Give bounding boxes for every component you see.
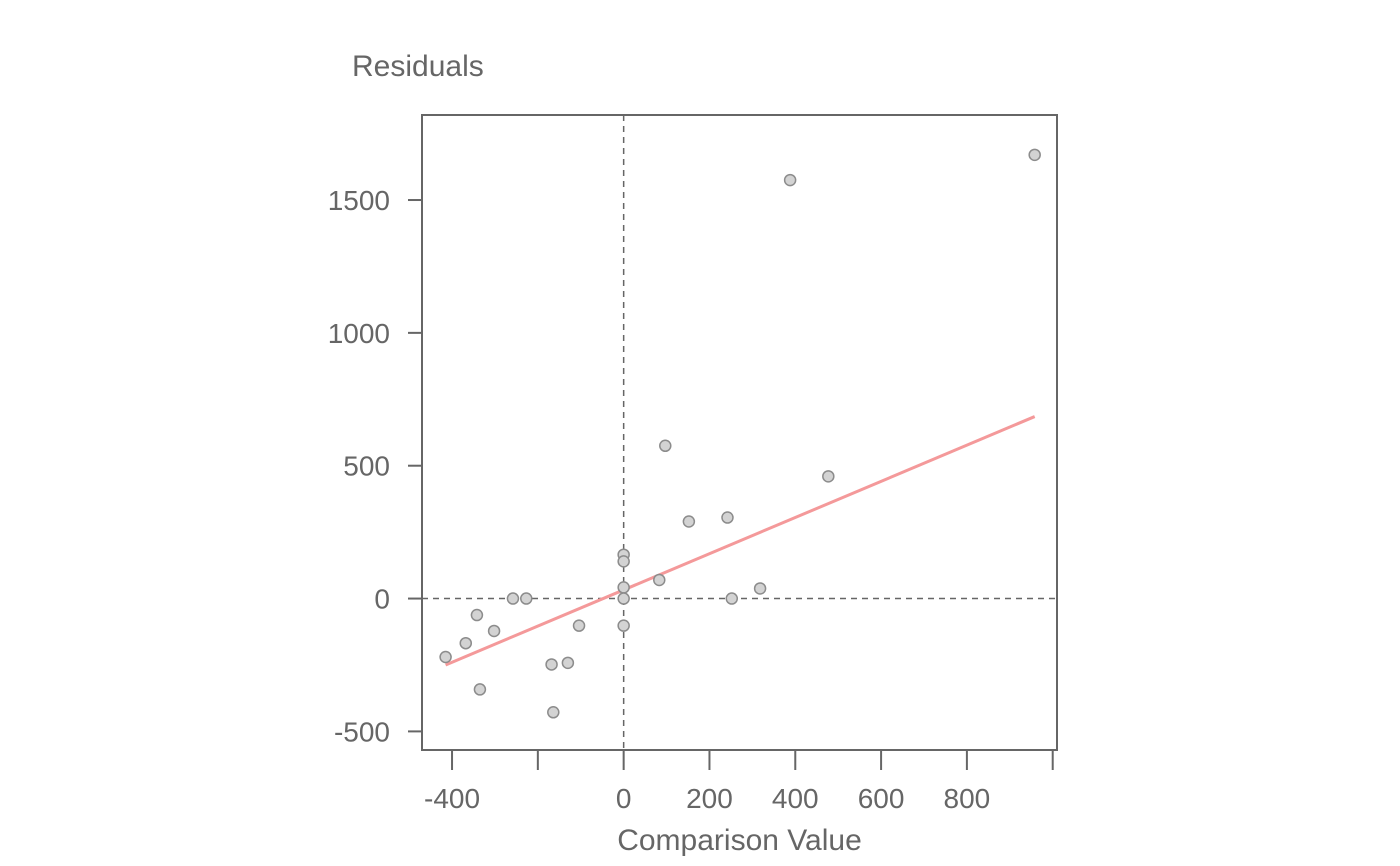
y-tick-labels: -500 0 500 1000 1500 — [328, 185, 390, 747]
y-tick-marks — [408, 199, 422, 733]
data-point — [473, 683, 487, 696]
x-tick-label: 0 — [616, 783, 632, 814]
data-point — [721, 511, 734, 524]
data-point — [487, 624, 501, 638]
data-point — [653, 573, 666, 587]
x-tick-label: -400 — [424, 783, 480, 814]
data-point — [617, 592, 630, 605]
data-point — [561, 656, 575, 670]
y-tick-label: 1000 — [328, 318, 390, 349]
y-axis-title: Residuals — [352, 50, 484, 83]
y-tick-label: 0 — [374, 584, 390, 615]
x-axis-title: Comparison Value — [617, 824, 862, 857]
data-point — [572, 619, 586, 632]
data-point — [725, 592, 739, 605]
data-point — [822, 470, 835, 483]
data-points — [439, 148, 1041, 719]
data-point — [753, 582, 767, 595]
data-point — [617, 581, 630, 594]
y-tick-label: 500 — [343, 451, 390, 482]
data-point — [659, 439, 672, 453]
data-point — [506, 592, 520, 605]
y-tick-label: -500 — [334, 716, 390, 747]
x-tick-marks — [451, 750, 1054, 770]
x-tick-labels: -400 0 200 400 600 800 — [424, 783, 990, 814]
data-point — [783, 173, 797, 187]
x-tick-label: 200 — [686, 783, 733, 814]
data-point — [617, 619, 630, 632]
x-tick-label: 800 — [944, 783, 991, 814]
fit-line — [445, 415, 1036, 667]
y-tick-label: 1500 — [328, 185, 390, 216]
data-point — [1028, 148, 1041, 162]
data-point — [520, 592, 533, 605]
data-point — [459, 636, 473, 650]
data-point — [617, 555, 630, 568]
data-point — [439, 650, 452, 664]
data-point — [545, 658, 558, 671]
data-point — [547, 706, 560, 719]
data-point — [682, 515, 696, 528]
plot-frame — [421, 114, 1058, 751]
x-tick-label: 600 — [858, 783, 905, 814]
data-point — [470, 608, 484, 622]
x-tick-label: 400 — [772, 783, 819, 814]
